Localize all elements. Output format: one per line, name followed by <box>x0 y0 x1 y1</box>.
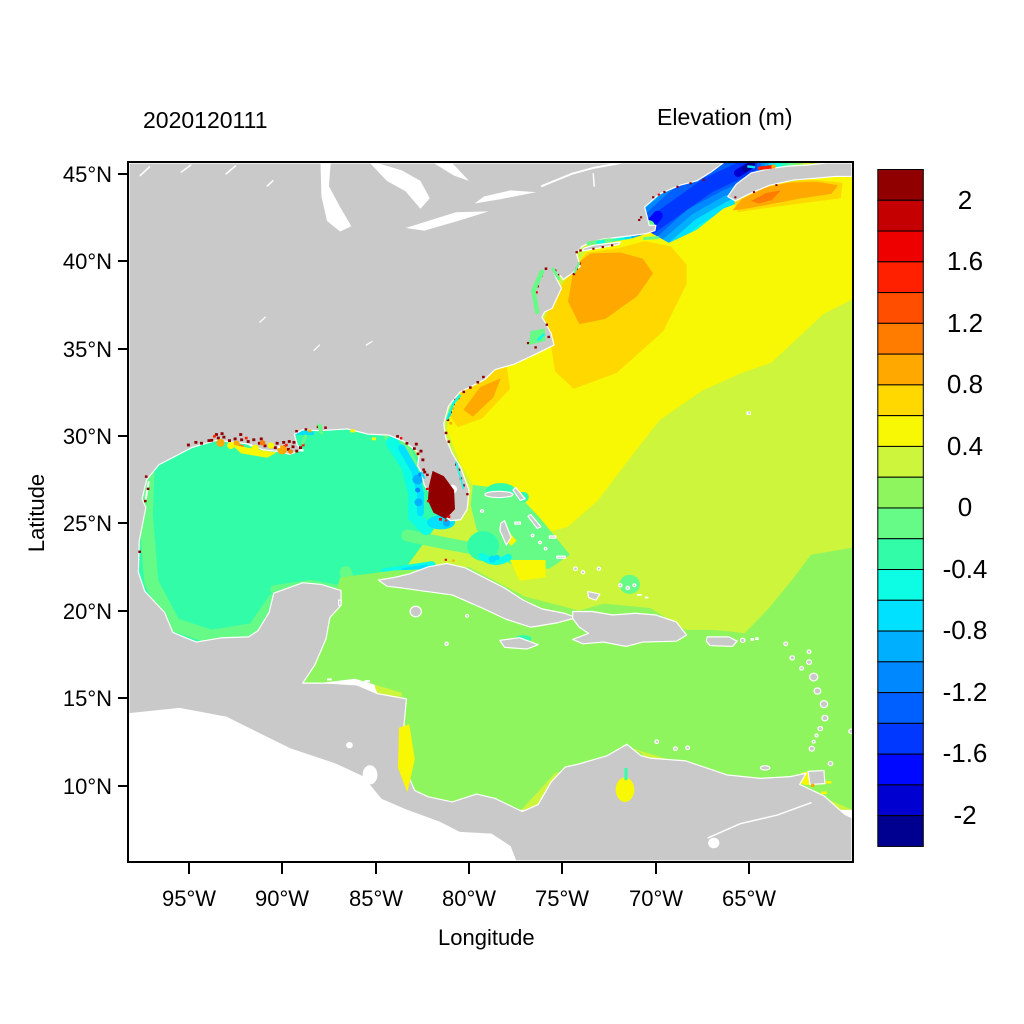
y-tick-label: 35°N <box>62 337 112 362</box>
colorbar-cell <box>877 353 924 386</box>
x-tick-label: 65°W <box>721 886 777 911</box>
colorbar-tick-label: 0 <box>957 492 973 522</box>
timestamp-title: 2020120111 <box>143 107 268 133</box>
colorbar-tick-label: 2 <box>957 185 973 215</box>
x-tick-label: 95°W <box>161 886 217 911</box>
y-tick <box>118 260 129 262</box>
ocean-region-nw-atlantic-yellow <box>446 172 852 534</box>
colorbar-cell <box>877 415 924 447</box>
x-tick <box>375 863 377 874</box>
marsh-white-dots <box>249 443 370 683</box>
y-tick-label: 15°N <box>62 686 112 711</box>
ocean-region-deep-orange <box>751 190 782 204</box>
x-axis-title: Longitude <box>438 925 535 950</box>
y-tick <box>118 522 129 524</box>
colorbar-cell <box>877 722 924 755</box>
colorbar-tick-label: 1.6 <box>946 246 984 276</box>
x-tick <box>188 863 190 874</box>
gulf-of-mexico-interior <box>132 421 441 650</box>
colorbar-cell <box>877 230 924 263</box>
colorbar-cell <box>877 753 924 786</box>
colorbar-tick-label: -1.6 <box>942 738 988 768</box>
x-tick-label: 85°W <box>348 886 404 911</box>
colorbar-cell <box>877 476 924 509</box>
x-tick <box>281 863 283 874</box>
bahama-cyan-dots <box>488 554 500 563</box>
colorbar-tick-label: -2 <box>953 800 977 830</box>
x-tick <box>561 863 563 874</box>
colorbar-cell <box>877 599 924 632</box>
colorbar-cell <box>877 384 924 417</box>
y-tick-label: 10°N <box>62 774 112 799</box>
y-tick-label: 20°N <box>62 599 112 624</box>
x-tick <box>468 863 470 874</box>
colorbar-cell <box>877 261 924 294</box>
y-tick <box>118 348 129 350</box>
y-tick <box>118 173 129 175</box>
colorbar-cell <box>877 784 924 817</box>
everglades-dark-red <box>414 442 456 519</box>
y-tick-label: 40°N <box>62 249 112 274</box>
coastal-yellow-patches <box>227 429 832 802</box>
x-tick-label: 75°W <box>534 886 590 911</box>
colorbar-cell <box>877 445 924 478</box>
estuary-slivers-turquoise <box>448 242 604 489</box>
colorbar-cell <box>877 569 924 601</box>
colorbar-tick-label: 1.2 <box>946 308 984 338</box>
y-tick-label: 45°N <box>62 162 112 187</box>
lakes-and-rivers <box>140 163 811 848</box>
colorbar-tick-label: -0.4 <box>942 554 988 584</box>
x-tick-label: 80°W <box>441 886 497 911</box>
colorbar-cell <box>877 169 924 201</box>
y-tick <box>118 435 129 437</box>
colorbar-cell <box>877 322 924 355</box>
y-axis-title: Latitude <box>24 473 50 553</box>
bermuda-speck <box>748 412 751 414</box>
colorbar-title: Elevation (m) <box>657 104 793 130</box>
x-tick-label: 90°W <box>254 886 310 911</box>
estuary-slivers-light-green <box>303 238 658 443</box>
coastal-speckles-orange <box>216 164 815 788</box>
colorbar-cell <box>877 692 924 724</box>
coastal-speckles-red-orange <box>213 435 448 522</box>
colorbar-cell <box>877 538 924 571</box>
colorbar-cell <box>877 292 924 324</box>
y-tick-label: 30°N <box>62 424 112 449</box>
x-tick <box>748 863 750 874</box>
y-tick-label: 25°N <box>62 511 112 536</box>
y-tick <box>118 610 129 612</box>
minas-basin-red <box>760 167 772 168</box>
x-tick <box>655 863 657 874</box>
colorbar-cell <box>877 661 924 694</box>
y-tick <box>118 785 129 787</box>
colorbar-tick-label: 0.8 <box>946 369 984 399</box>
andros-turquoise-arc <box>482 556 508 561</box>
map <box>129 163 852 861</box>
land <box>129 163 852 861</box>
x-tick-label: 70°W <box>628 886 684 911</box>
colorbar-cell <box>877 630 924 663</box>
colorbar-tick-label: -1.2 <box>942 677 988 707</box>
colorbar-cell <box>877 507 924 540</box>
colorbar-tick-label: 0.4 <box>946 431 984 461</box>
colorbar <box>877 169 924 847</box>
colorbar-cell <box>877 815 924 847</box>
estuary-slivers-cyan <box>421 166 754 477</box>
pamlico-sound <box>528 328 546 346</box>
colorbar-tick-label: -0.8 <box>942 615 988 645</box>
colorbar-cell <box>877 199 924 232</box>
y-tick <box>118 697 129 699</box>
shelf-blue-spots <box>412 474 451 527</box>
